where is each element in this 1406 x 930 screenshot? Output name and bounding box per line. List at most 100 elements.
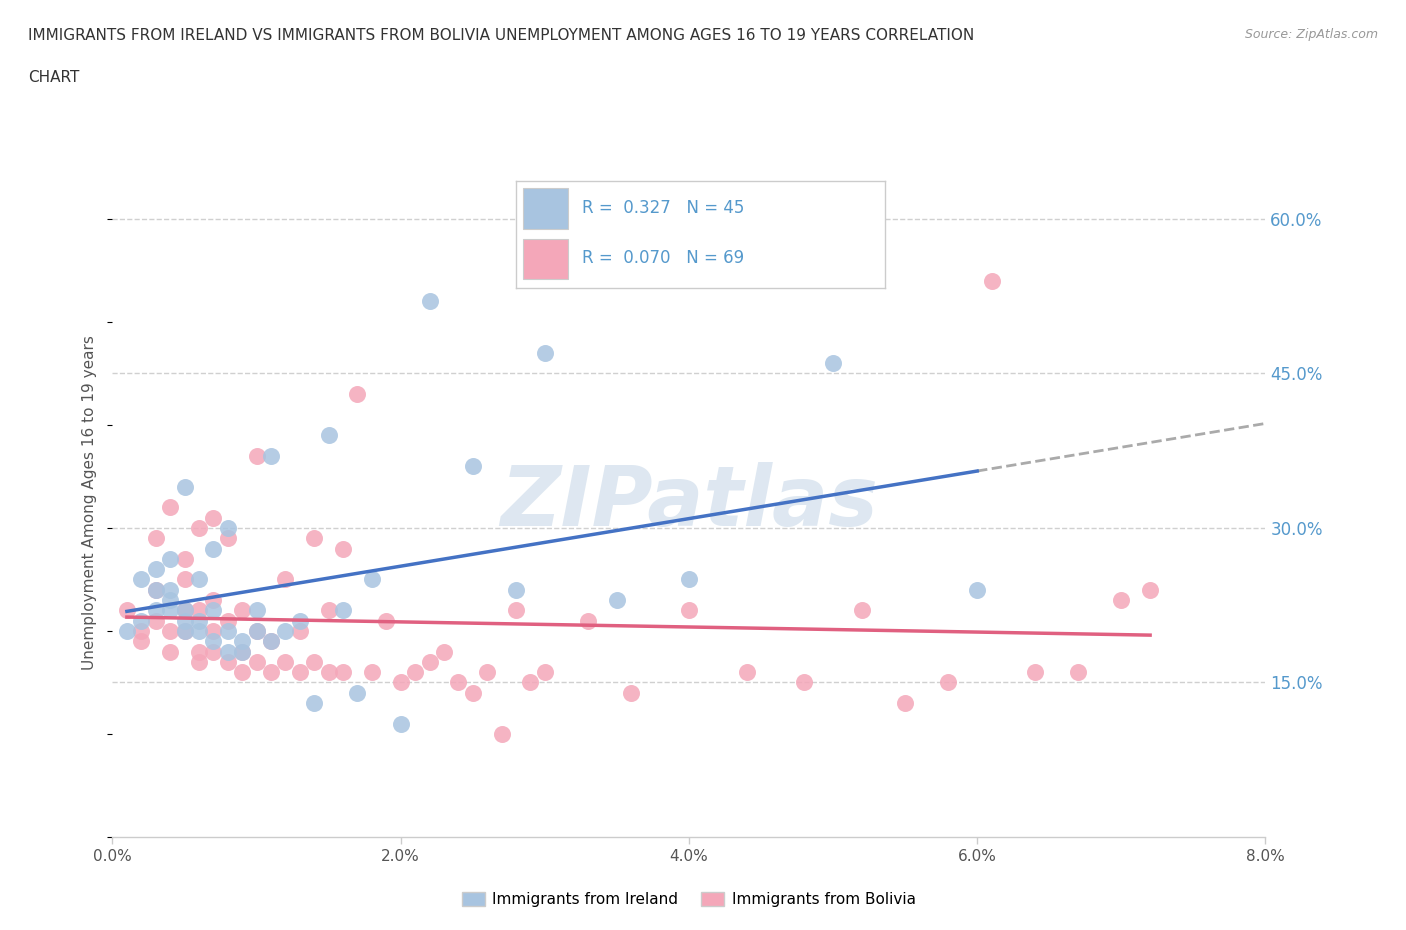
Point <box>274 655 297 670</box>
Point <box>346 387 368 402</box>
Point <box>1111 592 1133 607</box>
Point <box>332 541 354 556</box>
Point <box>606 592 628 607</box>
Text: Source: ZipAtlas.com: Source: ZipAtlas.com <box>1244 28 1378 41</box>
Point <box>894 696 917 711</box>
Point <box>288 613 311 628</box>
Point <box>1067 665 1090 680</box>
Point <box>304 696 326 711</box>
Point <box>533 345 555 360</box>
Point <box>159 592 181 607</box>
Point <box>231 644 253 659</box>
Point <box>188 572 211 587</box>
Point <box>129 572 153 587</box>
Point <box>188 603 211 618</box>
Point <box>129 634 153 649</box>
Point <box>332 665 354 680</box>
Point <box>332 603 354 618</box>
Point <box>519 675 541 690</box>
Point <box>246 603 269 618</box>
Point <box>173 603 195 618</box>
Point <box>288 665 311 680</box>
Point <box>231 603 253 618</box>
Point <box>202 644 225 659</box>
Point <box>217 521 239 536</box>
Point <box>231 644 253 659</box>
Point <box>159 551 181 566</box>
Point <box>145 531 167 546</box>
Point <box>821 355 844 370</box>
Point <box>145 582 167 597</box>
Point <box>129 623 153 638</box>
Text: IMMIGRANTS FROM IRELAND VS IMMIGRANTS FROM BOLIVIA UNEMPLOYMENT AMONG AGES 16 TO: IMMIGRANTS FROM IRELAND VS IMMIGRANTS FR… <box>28 28 974 43</box>
Point <box>173 572 195 587</box>
Point <box>360 572 382 587</box>
Point <box>735 665 758 680</box>
Point <box>461 458 484 473</box>
Point <box>274 572 297 587</box>
Point <box>318 428 340 443</box>
Point <box>145 562 167 577</box>
Point <box>491 726 513 741</box>
Point <box>129 613 153 628</box>
Point <box>938 675 960 690</box>
Point <box>447 675 470 690</box>
Point <box>576 613 599 628</box>
Point <box>678 572 700 587</box>
Point <box>389 675 412 690</box>
Point <box>115 623 138 638</box>
Point <box>346 685 368 700</box>
Point <box>404 665 426 680</box>
Point <box>461 685 484 700</box>
Point <box>159 603 181 618</box>
Point <box>173 623 195 638</box>
Point <box>851 603 873 618</box>
Point <box>793 675 815 690</box>
Point <box>260 665 283 680</box>
Legend: Immigrants from Ireland, Immigrants from Bolivia: Immigrants from Ireland, Immigrants from… <box>456 885 922 913</box>
Point <box>246 655 269 670</box>
Point <box>1024 665 1046 680</box>
Point <box>389 716 412 731</box>
Point <box>188 644 211 659</box>
Point <box>318 603 340 618</box>
Point <box>620 685 643 700</box>
Point <box>188 521 211 536</box>
Point <box>375 613 398 628</box>
Point <box>246 448 269 463</box>
Point <box>505 582 527 597</box>
Point <box>188 613 211 628</box>
Point <box>274 623 297 638</box>
Point <box>202 592 225 607</box>
Point <box>966 582 988 597</box>
Point <box>202 603 225 618</box>
Point <box>173 603 195 618</box>
Point <box>188 623 211 638</box>
Point <box>217 655 239 670</box>
Point <box>533 665 555 680</box>
Point <box>115 603 138 618</box>
Point <box>304 531 326 546</box>
Point <box>145 582 167 597</box>
Point <box>288 623 311 638</box>
Point <box>145 603 167 618</box>
Point <box>318 665 340 680</box>
Point <box>159 582 181 597</box>
Point <box>419 294 441 309</box>
Point <box>246 623 269 638</box>
Text: ZIPatlas: ZIPatlas <box>501 461 877 543</box>
Point <box>505 603 527 618</box>
Point <box>231 634 253 649</box>
Point <box>217 531 239 546</box>
Point <box>159 623 181 638</box>
Point <box>159 644 181 659</box>
Point <box>188 655 211 670</box>
Point <box>475 665 498 680</box>
Point <box>173 613 195 628</box>
Point <box>260 634 283 649</box>
Point <box>202 634 225 649</box>
Point <box>202 541 225 556</box>
Point <box>159 500 181 515</box>
Point <box>360 665 382 680</box>
Point <box>231 665 253 680</box>
